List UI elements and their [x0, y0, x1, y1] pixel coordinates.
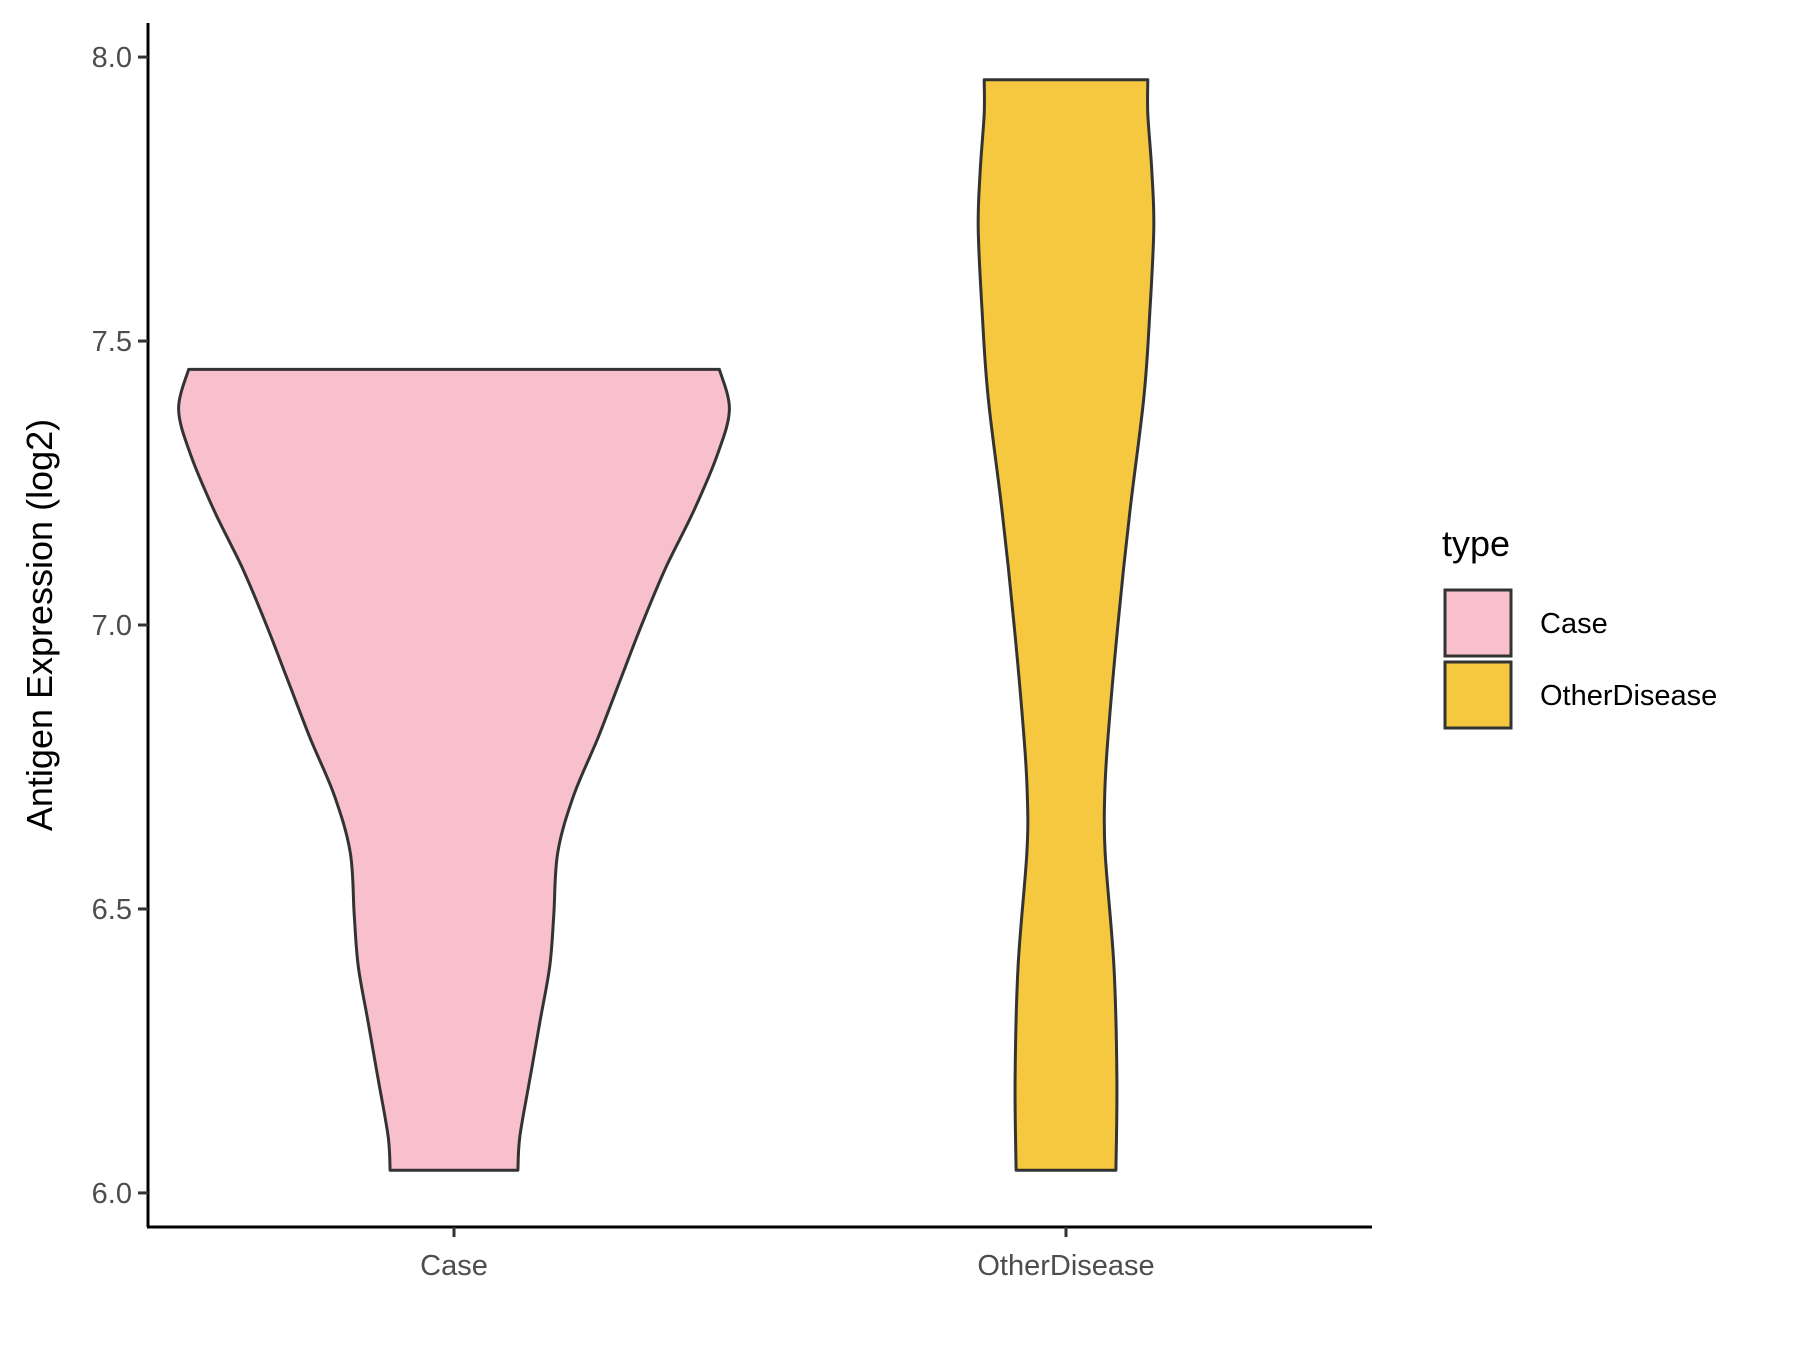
violins-layer	[177, 78, 1156, 1172]
x-ticks: Case OtherDisease	[420, 1227, 1155, 1282]
y-tick-label: 7.0	[92, 610, 132, 642]
x-tick-label: Case	[420, 1250, 488, 1282]
legend-key-case	[1443, 588, 1513, 658]
violin-case	[177, 367, 731, 1172]
violin-otherdisease	[976, 78, 1156, 1172]
legend-title: type	[1442, 523, 1510, 564]
legend-label: Case	[1540, 608, 1608, 640]
y-tick-label: 6.5	[92, 894, 132, 926]
y-tick-label: 8.0	[92, 42, 132, 74]
y-ticks: 6.0 6.5 7.0 7.5 8.0	[92, 42, 148, 1210]
legend-key-otherdisease	[1443, 660, 1513, 730]
x-tick-label: OtherDisease	[977, 1250, 1154, 1282]
legend: type Case OtherDisease	[1442, 523, 1717, 730]
y-tick-label: 6.0	[92, 1178, 132, 1210]
legend-label: OtherDisease	[1540, 680, 1717, 712]
y-axis-title: Antigen Expression (log2)	[19, 419, 60, 831]
y-tick-label: 7.5	[92, 326, 132, 358]
